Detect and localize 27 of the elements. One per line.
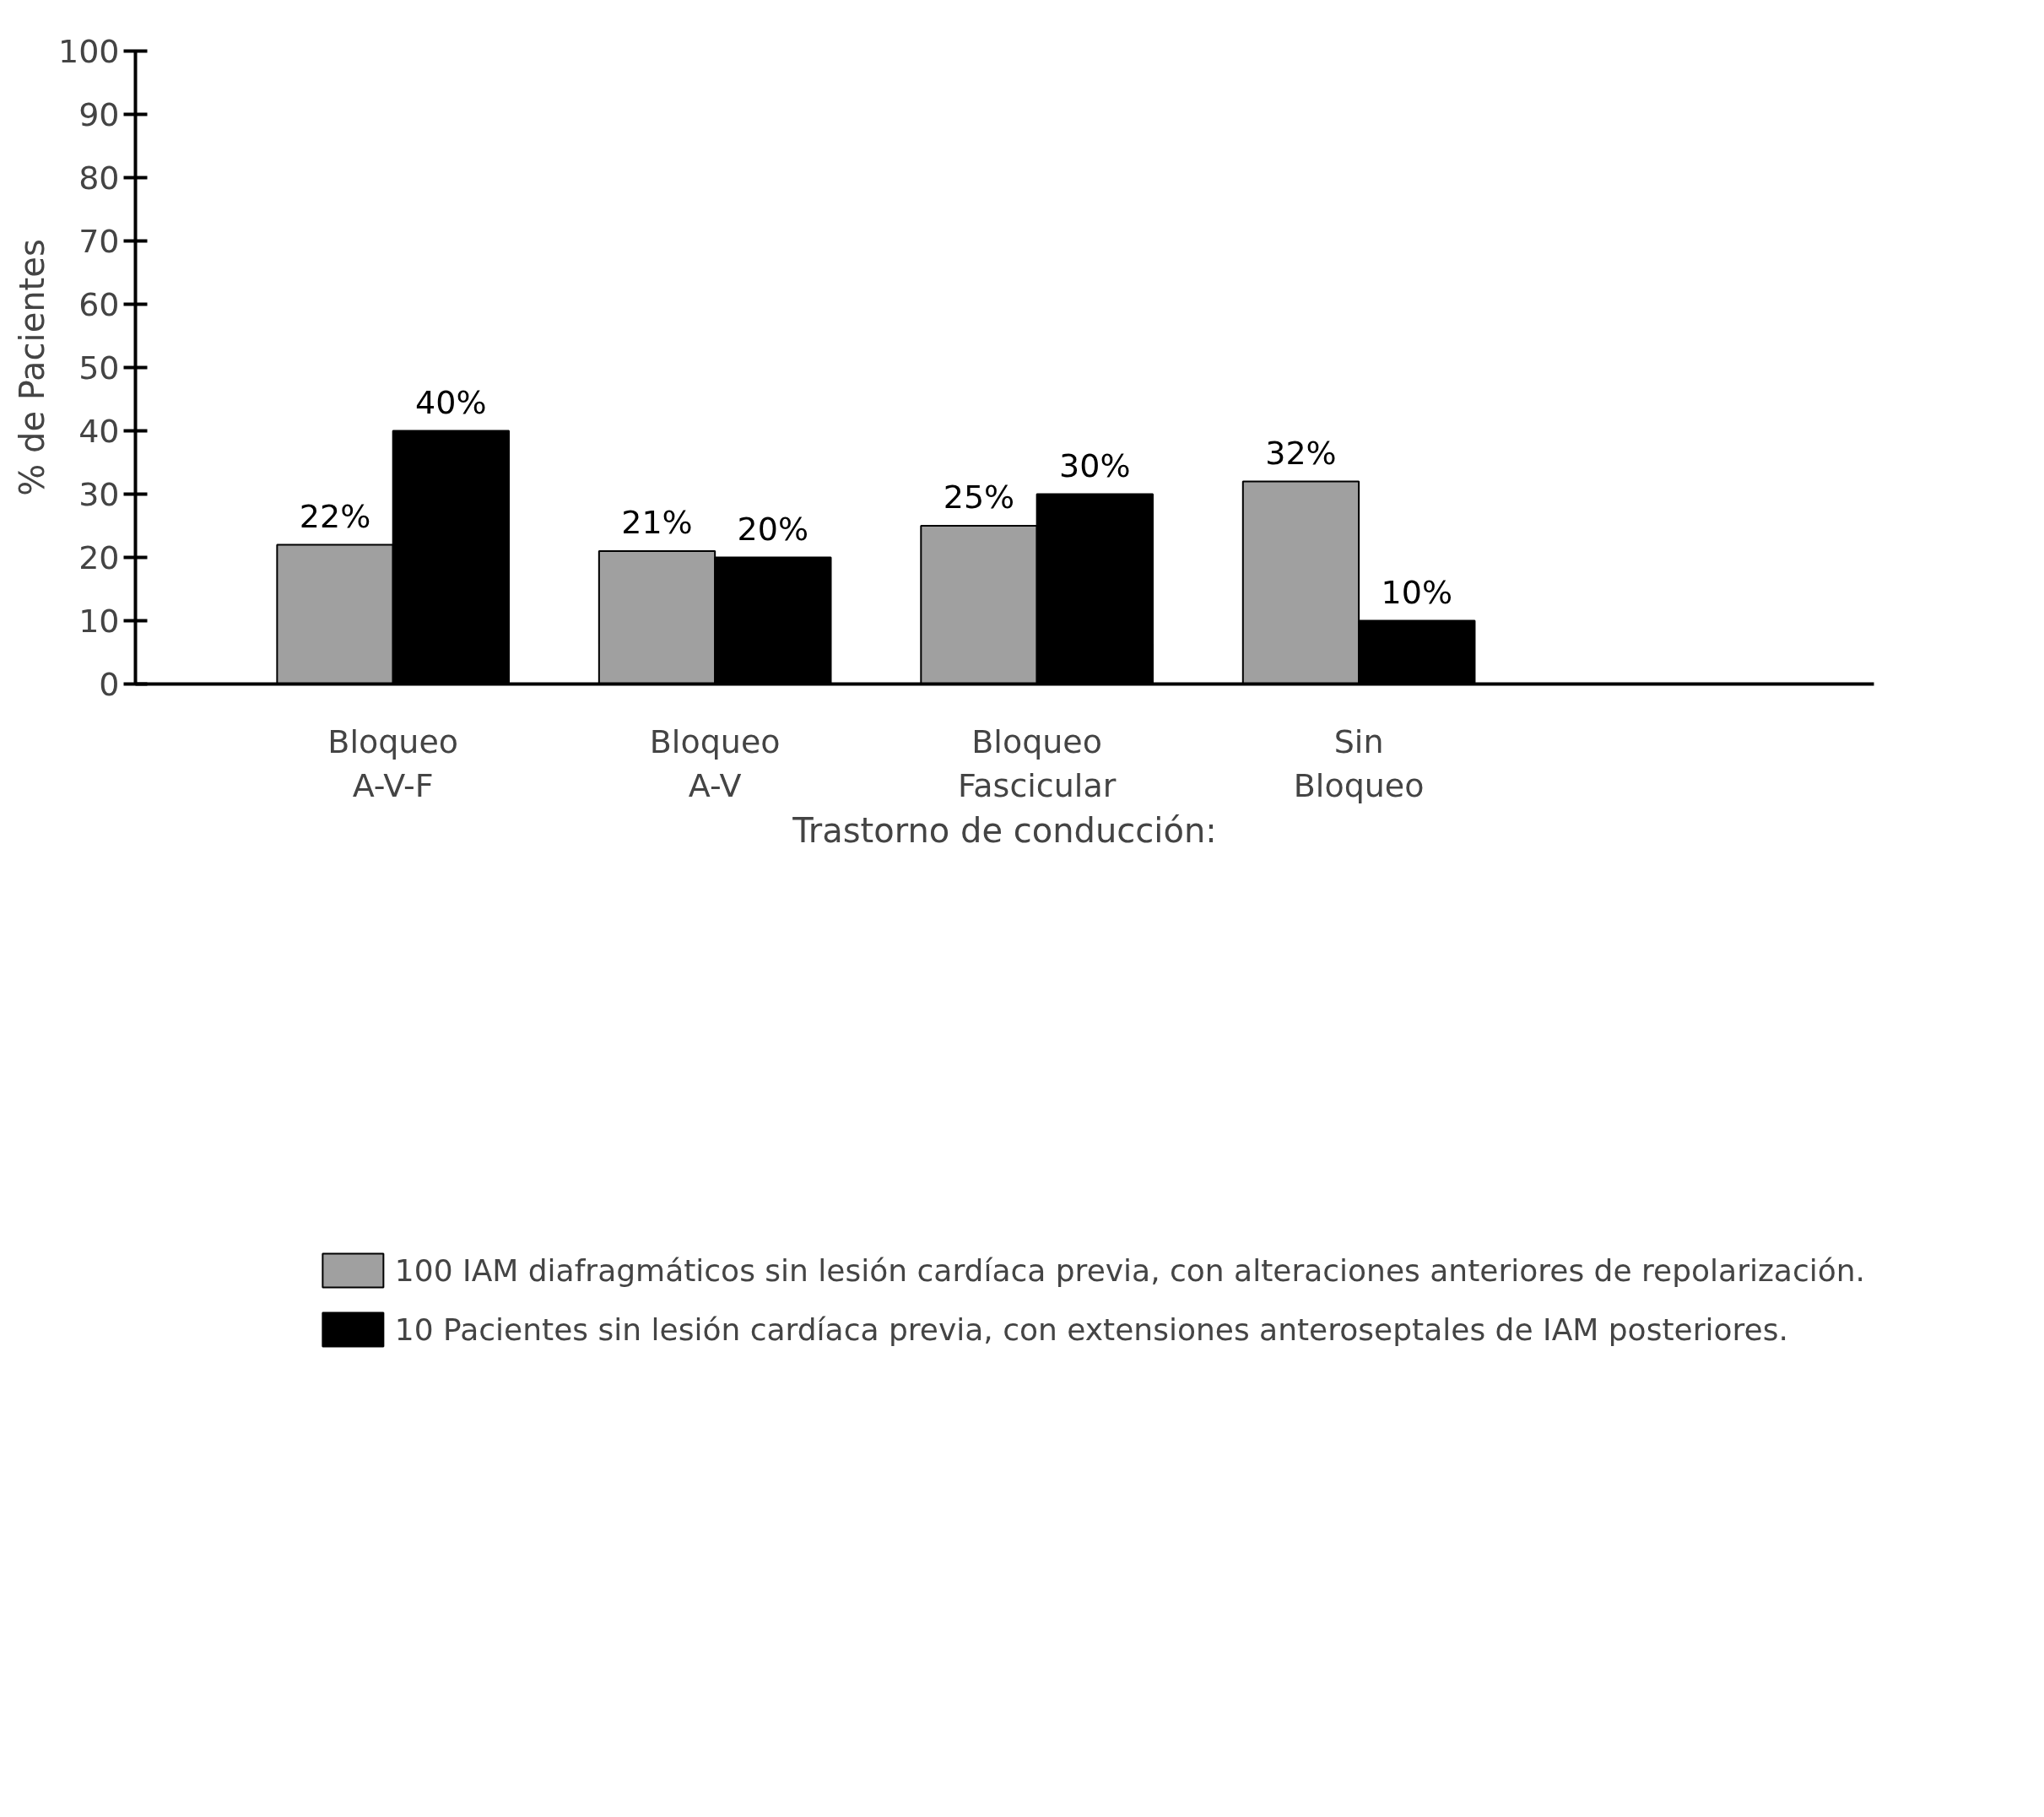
data-label: 32% — [1265, 434, 1337, 472]
y-tick-label: 50 — [78, 349, 120, 387]
legend-label: 10 Pacientes sin lesión cardíaca previa, con extensiones anteroseptales de IAM posteriores. — [394, 1311, 1788, 1347]
x-tick-label: Bloqueo A-V — [649, 722, 781, 805]
x-tick-label: Sin Bloqueo — [1293, 722, 1425, 805]
y-tick-label: 80 — [78, 160, 120, 197]
y-tick-label: 70 — [78, 223, 120, 260]
y-tick-label: 60 — [78, 286, 120, 323]
y-tick-label: 0 — [99, 666, 120, 703]
y-tick-label: 40 — [78, 413, 120, 450]
data-label: 21% — [621, 504, 693, 541]
y-tick-label: 100 — [57, 33, 120, 70]
data-label: 40% — [415, 383, 487, 421]
data-label: 25% — [943, 479, 1015, 516]
data-label: 10% — [1381, 573, 1453, 611]
y-axis-title: % de Pacientes — [12, 239, 51, 496]
data-label: 30% — [1059, 446, 1131, 484]
y-tick-label: 20 — [78, 539, 120, 576]
data-label: 20% — [737, 510, 809, 548]
y-tick-label: 10 — [78, 603, 120, 640]
legend-label: 100 IAM diafragmáticos sin lesión cardíaca previa, con alteraciones anteriores de repolarización. — [394, 1252, 1865, 1288]
y-tick-label: 30 — [78, 476, 120, 513]
y-tick-label: 90 — [78, 96, 120, 133]
x-tick-label: Bloqueo A-V-F — [327, 722, 459, 805]
data-label: 22% — [299, 497, 371, 535]
x-tick-label: Bloqueo Fascicular — [957, 722, 1117, 805]
x-axis-title: Trastorno de conducción: — [792, 811, 1217, 851]
